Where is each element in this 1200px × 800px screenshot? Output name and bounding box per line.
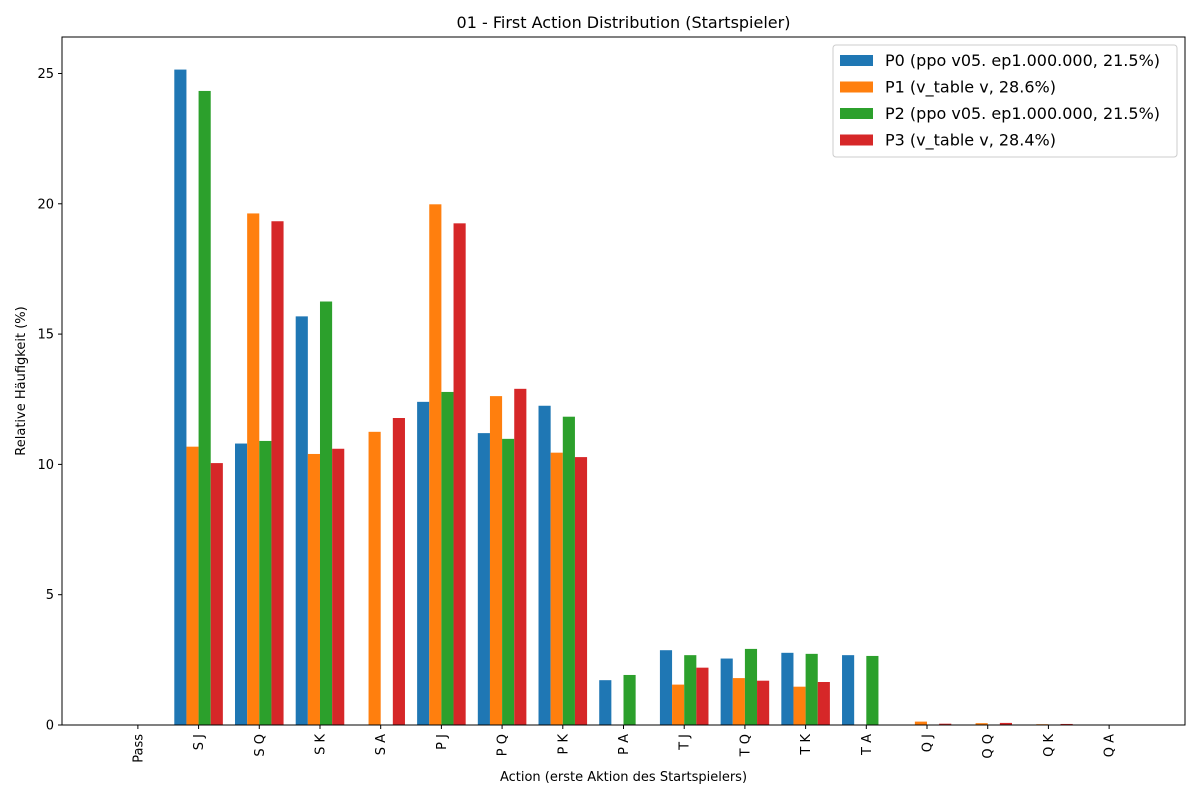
bar-series-3-t-k [817,682,830,725]
y-tick-label: 25 [37,67,54,82]
bar-series-2-s-k [319,301,333,725]
bar-series-2-t-k [805,653,818,725]
x-tick-label: T A [860,734,875,756]
y-tick-label: 15 [37,328,54,343]
y-tick-label: 20 [37,197,54,212]
bar-series-2-p-j [441,391,454,725]
x-tick-label: T Q [738,734,753,757]
bar-series-2-t-j [684,655,697,725]
x-tick-label: Q A [1103,734,1118,757]
bar-series-3-s-j [210,463,223,725]
x-tick-label: T J [678,734,693,751]
bar-series-0-s-j [174,69,187,726]
y-tick-label: 0 [46,719,54,734]
x-tick-label: S A [374,734,389,755]
x-tick-label: Q J [921,734,936,752]
legend-swatch-0 [840,55,873,66]
legend-label-3: P3 (v_table v, 28.4%) [885,131,1056,151]
bar-series-2-p-q [502,438,515,725]
legend-label-0: P0 (ppo v05. ep1.000.000, 21.5%) [885,51,1160,70]
bar-series-2-t-a [866,655,879,725]
x-axis: Pass S J S Q S K S A P J P Q P K P A T J T Q T K T A… [131,725,1118,763]
bar-series-0-t-a [842,655,855,725]
legend: P0 (ppo v05. ep1.000.000, 21.5%) P1 (v_ta… [832,44,1178,158]
x-tick-label: P A [617,734,632,755]
bar-series-0-p-j [417,401,430,725]
x-tick-label: Pass [131,734,146,763]
x-tick-label: P J [435,734,450,750]
bar-series-3-p-k [574,457,588,725]
bar-series-1-s-q [247,213,260,725]
legend-box [832,44,1178,158]
bar-series-3-q-q [999,722,1012,725]
bar-series-0-t-q [720,658,733,725]
x-tick-label: P K [556,734,571,755]
x-tick-label: Q K [1042,734,1057,757]
bar-series-2-s-j [198,90,211,726]
x-tick-label: S K [313,734,328,755]
bar-series-0-t-k [781,652,794,725]
bar-series-1-s-k [307,453,320,725]
bar-series-3-q-j [939,723,952,725]
legend-swatch-1 [840,81,873,93]
bar-series-2-p-k [562,416,575,725]
x-axis-label: Action (erste Aktion des Startspielers) [500,770,747,785]
bar-series-2-p-a [623,674,636,725]
bar-series-1-s-a [368,431,381,725]
bar-series-3-s-k [332,448,345,725]
bar-series-3-q-k [1060,723,1073,725]
bar-series-3-s-a [392,418,405,725]
chart-title: 01 - First Action Distribution (Startspi… [457,13,791,32]
x-tick-label: S Q [253,734,268,757]
bar-series-1-q-q [975,723,988,725]
legend-swatch-3 [840,134,873,146]
legend-label-2: P2 (ppo v05. ep1.000.000, 21.5%) [885,104,1160,123]
bars-group [174,69,1073,726]
bar-series-2-t-q [744,648,758,725]
y-axis-label: Relative Häufigkeit (%) [14,306,29,455]
x-tick-label: S J [192,734,207,750]
bar-series-0-s-q [235,443,248,725]
y-tick-label: 10 [37,458,54,473]
legend-label-1: P1 (v_table v, 28.6%) [885,78,1056,98]
bar-series-3-t-j [696,667,709,725]
bar-series-3-s-q [271,221,284,726]
x-tick-label: T K [799,734,814,756]
bar-series-1-t-j [672,684,685,725]
y-tick-label: 5 [46,588,54,603]
bar-series-1-p-q [489,396,503,725]
x-tick-label: P Q [496,734,511,756]
bar-series-0-p-q [477,433,490,725]
bar-series-1-t-k [793,686,806,725]
bar-series-3-p-j [453,223,466,726]
bar-series-1-p-j [429,204,442,726]
legend-swatch-2 [840,108,873,119]
bar-series-0-s-k [295,316,308,725]
bar-series-1-t-q [732,678,745,725]
bar-series-0-t-j [659,650,673,725]
bar-series-3-p-q [514,388,527,725]
y-axis: 0 5 10 15 20 25 [37,67,62,734]
bar-series-2-s-q [259,440,272,725]
bar-series-0-p-a [599,680,612,725]
bar-series-3-t-q [757,680,770,725]
bar-series-1-q-j [914,721,928,725]
bar-series-1-p-k [550,452,563,725]
x-tick-label: Q Q [981,734,996,759]
bar-series-1-s-j [186,446,199,725]
bar-series-0-p-k [538,405,551,725]
